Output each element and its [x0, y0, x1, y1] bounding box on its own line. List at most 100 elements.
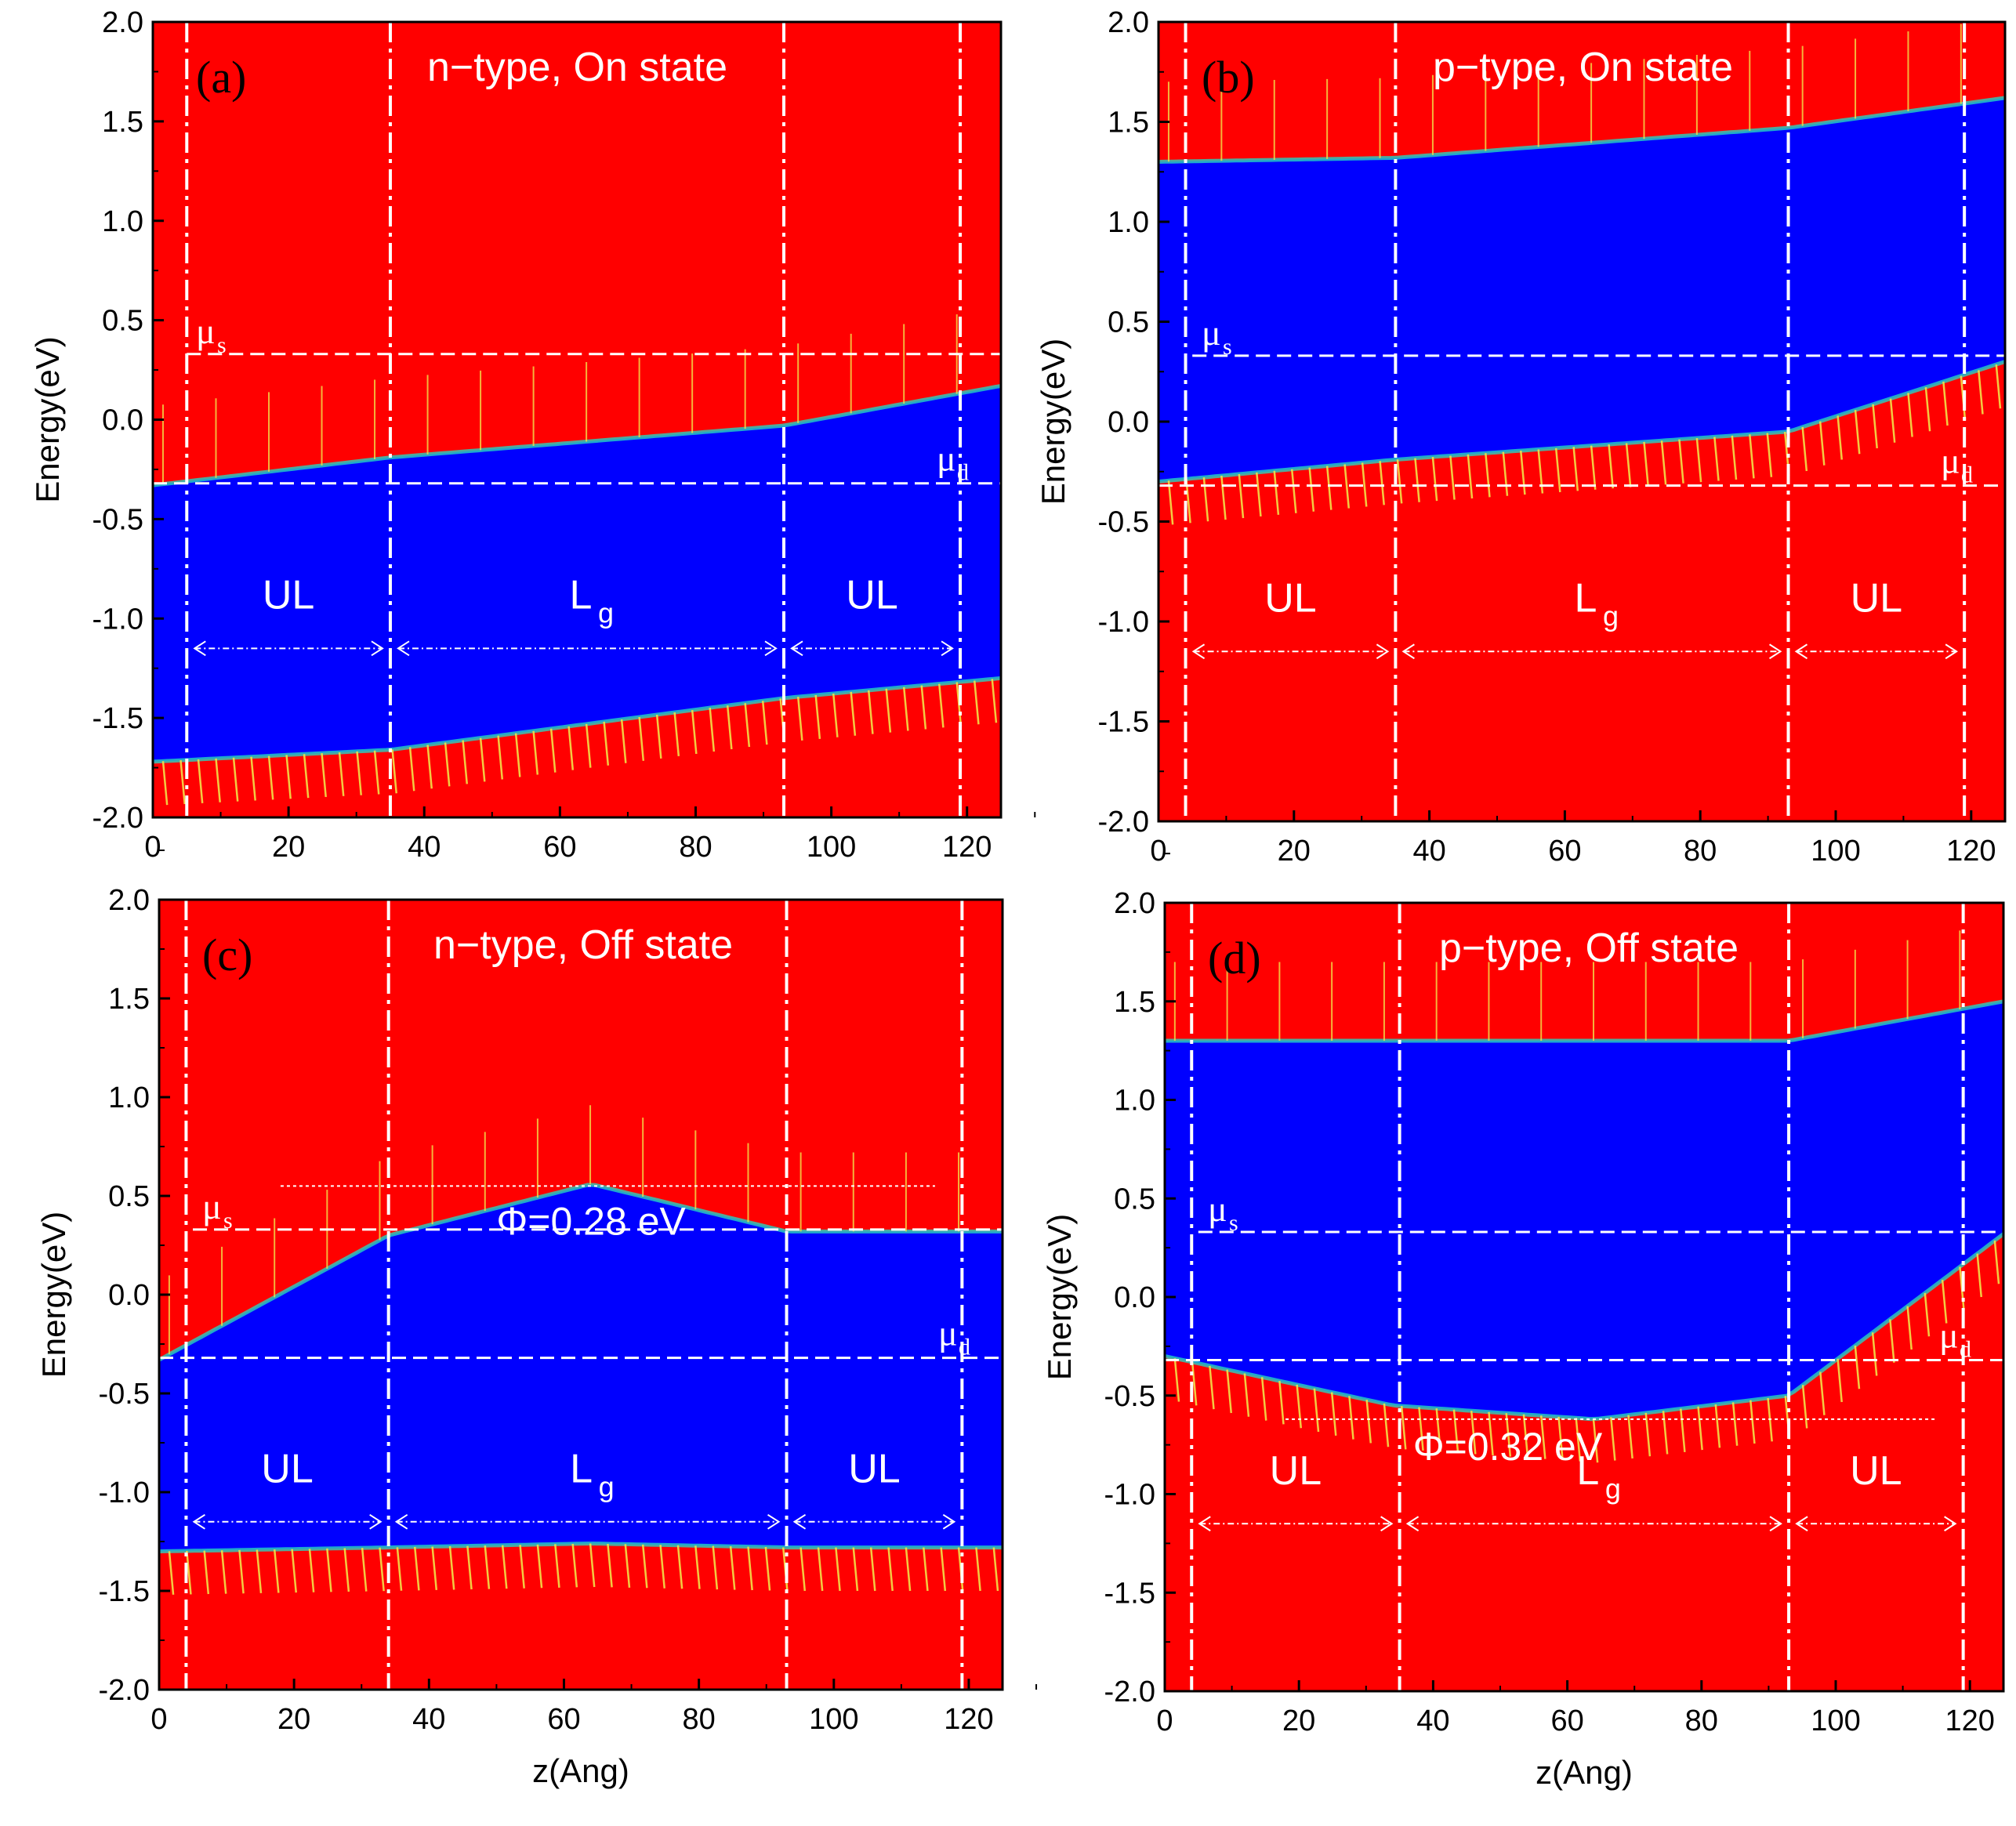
valence-spike — [1330, 1392, 1337, 1436]
valence-spike — [391, 749, 397, 794]
valence-spike — [1396, 459, 1403, 504]
region-label-drain: UL — [848, 1446, 900, 1491]
arrow-head-right — [1376, 643, 1390, 660]
arrow-head-right — [764, 640, 778, 657]
y-tick-label: 1.0 — [108, 1081, 150, 1114]
y-tick-label: -2.0 — [1098, 806, 1149, 839]
y-tick-label: 1.5 — [1108, 107, 1149, 139]
valence-spike — [694, 1545, 701, 1589]
valence-spike — [161, 761, 169, 806]
valence-spike — [1290, 469, 1297, 513]
valence-spike — [1837, 1358, 1843, 1403]
valence-spike — [1502, 451, 1509, 496]
valence-spike — [1361, 462, 1368, 507]
y-tick-label: 2.0 — [108, 884, 150, 917]
valence-spike — [937, 683, 945, 728]
region-label-gate: L — [1576, 1448, 1599, 1494]
valence-spike — [1749, 434, 1755, 479]
plot-area — [1158, 22, 2005, 821]
valence-spike — [1942, 381, 1949, 426]
region-label-source: UL — [263, 573, 314, 618]
valence-spike — [729, 1546, 736, 1590]
valence-spike — [1238, 473, 1245, 519]
valence-spike — [973, 680, 980, 725]
valence-spike — [514, 733, 521, 777]
x-tick-label: 100 — [807, 831, 856, 864]
valence-spike — [497, 735, 504, 780]
valence-spike — [1435, 1408, 1442, 1452]
valence-spike — [1243, 1373, 1250, 1417]
valence-spike — [1449, 455, 1456, 500]
valence-spike — [1680, 1408, 1686, 1452]
y-tick-label: -0.5 — [1104, 1380, 1155, 1413]
valence-spike — [1400, 1405, 1407, 1450]
y-tick-label: -1.5 — [92, 702, 143, 735]
region-label-gate-sub: g — [598, 597, 614, 629]
valence-spike — [1713, 437, 1720, 481]
arrow-head-left — [397, 640, 410, 657]
valence-spike — [479, 737, 486, 782]
x-axis-label: z(Ang) — [1536, 1754, 1633, 1791]
x-tick-label: 20 — [1278, 835, 1311, 868]
valence-spike — [624, 1544, 631, 1588]
y-tick-label: 0.0 — [108, 1279, 150, 1312]
valence-spike — [1278, 1380, 1285, 1425]
valence-spike — [536, 1544, 543, 1589]
arrow-head-left — [193, 640, 206, 657]
valence-spike — [1539, 1415, 1546, 1459]
region-label-drain: UL — [1851, 575, 1902, 621]
arrow-head-right — [942, 1513, 956, 1530]
valence-spike — [448, 1545, 455, 1590]
valence-spike — [1209, 1365, 1215, 1410]
y-tick-label: -0.5 — [99, 1378, 150, 1411]
valence-spike — [519, 1545, 525, 1589]
valence-spike — [1383, 1403, 1390, 1447]
mu-s-sub: s — [217, 332, 227, 358]
resonance-spikes — [168, 1105, 999, 1595]
valence-spike — [655, 714, 662, 759]
valence-spike — [764, 1546, 771, 1591]
y-axis-label: Energy(eV) — [1041, 1214, 1078, 1380]
x-tick-label: 80 — [1684, 835, 1717, 868]
valence-spike — [761, 701, 768, 745]
y-tick-label: 2.0 — [1114, 887, 1155, 920]
valence-spike — [923, 1547, 929, 1592]
valence-spike — [179, 760, 186, 805]
x-tick-label: 0 — [150, 1703, 167, 1736]
barrier-label: Φ=0.28 eV — [496, 1199, 686, 1243]
valence-spike — [273, 1549, 280, 1593]
valence-spike — [379, 1547, 385, 1592]
y-tick-label: -1.5 — [99, 1575, 150, 1608]
valence-spike — [992, 1547, 999, 1592]
valence-band-edge — [159, 1542, 1003, 1554]
mu-d-sub: d — [959, 1335, 970, 1360]
y-tick-label: 0.0 — [102, 404, 143, 437]
valence-spike — [1662, 1411, 1669, 1455]
y-axis-label: Energy(eV) — [29, 336, 66, 502]
x-tick-label: 0 — [144, 831, 161, 864]
valence-spike — [567, 726, 575, 770]
panel-label: (d) — [1208, 933, 1261, 984]
x-tick-label: 120 — [944, 1703, 993, 1736]
arrow-head-left — [792, 1513, 807, 1530]
arrow-head-right — [1945, 643, 1959, 660]
conduction-band-edge — [159, 1183, 1003, 1362]
valence-spike — [1643, 441, 1649, 487]
valence-spike — [1854, 410, 1861, 455]
valence-spike — [408, 747, 415, 792]
valence-spike — [484, 1545, 491, 1589]
arrow-head-right — [369, 1513, 383, 1530]
valence-spike — [203, 1550, 210, 1595]
valence-spike — [1519, 450, 1526, 495]
arrow-head-right — [1768, 643, 1782, 660]
y-tick-label: -1.0 — [99, 1476, 150, 1509]
valence-spike — [1889, 398, 1896, 443]
mu-s-label: μ — [202, 1187, 222, 1226]
valence-spike — [607, 1543, 613, 1588]
valence-band-edge — [1165, 1232, 2003, 1422]
x-tick-label: 60 — [547, 1703, 580, 1736]
valence-spike — [1485, 453, 1491, 498]
valence-spike — [940, 1547, 947, 1592]
arrow-head-left — [790, 640, 803, 657]
